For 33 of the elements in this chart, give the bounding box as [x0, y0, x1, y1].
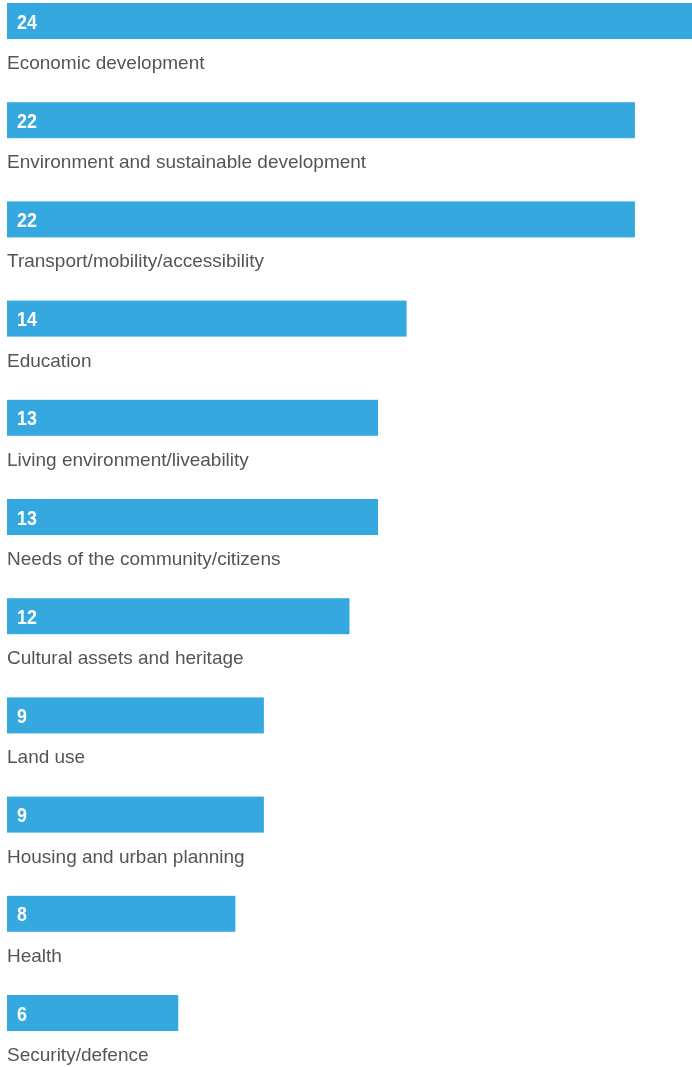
data-label: 8 — [17, 901, 28, 926]
data-label: 14 — [17, 306, 37, 331]
y-tick-label: Environment and sustainable development — [7, 151, 367, 173]
bar — [7, 201, 635, 238]
bar — [7, 300, 407, 337]
y-tick-label: Health — [7, 944, 62, 966]
data-label: 13 — [17, 505, 37, 529]
y-tick-label: Housing and urban planning — [7, 845, 245, 867]
bar — [7, 995, 179, 1031]
data-label: 13 — [17, 405, 37, 430]
data-label: 22 — [17, 207, 37, 232]
bar — [7, 3, 692, 39]
data-label: 22 — [17, 108, 37, 133]
data-label: 12 — [17, 604, 37, 629]
y-tick-label: Economic development — [7, 52, 206, 73]
data-label: 9 — [17, 703, 28, 728]
y-tick-label: Living environment/liveability — [7, 448, 250, 470]
y-tick-label: Land use — [7, 746, 86, 768]
data-label: 6 — [17, 1001, 28, 1025]
data-label: 24 — [17, 9, 37, 33]
y-tick-label: Cultural assets and heritage — [7, 647, 244, 669]
data-label: 9 — [17, 802, 28, 827]
y-tick-label: Security/defence — [7, 1044, 149, 1065]
bar — [7, 697, 264, 734]
bar — [7, 399, 379, 436]
y-tick-label: Education — [7, 349, 92, 371]
bar — [7, 499, 379, 535]
bar — [7, 598, 350, 635]
bar — [7, 102, 635, 139]
y-tick-label: Transport/mobility/accessibility — [7, 250, 265, 272]
bar — [7, 796, 264, 833]
bar — [7, 895, 236, 932]
y-tick-label: Needs of the community/citizens — [7, 548, 281, 569]
